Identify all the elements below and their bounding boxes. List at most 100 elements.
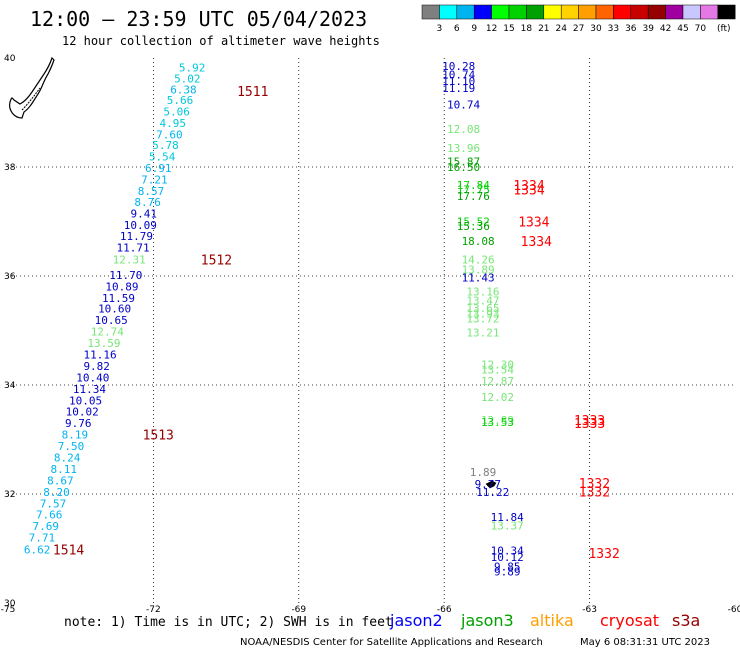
- x-tick-label: -69: [291, 605, 306, 615]
- wave-height-label: 5.54: [149, 151, 176, 164]
- satellite-legend: jason2 jason3 altika cryosat s3a: [389, 611, 700, 630]
- wave-height-label: 12.89: [481, 414, 514, 427]
- wave-height-label: 13.16: [466, 285, 499, 298]
- colorbar-label: 27: [573, 24, 584, 34]
- wave-height-label: 13.93: [466, 308, 499, 321]
- wave-height-label: 18.08: [462, 235, 495, 248]
- wave-height-label: 4.95: [160, 117, 187, 130]
- wave-height-label: 13.37: [491, 520, 524, 533]
- pass-number-label: 1334: [518, 216, 549, 231]
- legend-entry-cryosat: cryosat: [600, 611, 659, 630]
- wave-height-label: 15.87: [447, 156, 480, 169]
- colorbar-swatch: [456, 4, 475, 20]
- wave-height-label: 11.79: [120, 230, 153, 243]
- wave-height-label: 8.11: [50, 463, 77, 476]
- wave-height-label: 9.89: [494, 565, 521, 578]
- y-tick-label: 36: [4, 272, 16, 282]
- wave-height-label: 10.74: [447, 98, 480, 111]
- wave-height-label: 10.60: [98, 303, 131, 316]
- wave-height-label: 13.53: [481, 416, 514, 429]
- wave-height-label: 6.62: [24, 544, 51, 557]
- pass-number-label: 1511: [237, 85, 268, 100]
- colorbar-swatch: [491, 4, 510, 20]
- wave-height-label: 13.96: [447, 142, 480, 155]
- axis-tick-labels: -75 -72 -69 -66 -63 -60 30 32 34 36 38 40: [1, 54, 740, 615]
- colorbar-swatch: [682, 4, 701, 20]
- footer-timestamp: May 6 08:31:31 UTC 2023: [580, 637, 710, 648]
- wave-height-label: 10.34: [491, 545, 524, 558]
- pass-number-label: 1334: [513, 179, 544, 194]
- wave-height-label: 8.76: [134, 196, 161, 209]
- wave-height-label: 8.24: [54, 451, 81, 464]
- legend-entry-altika: altika: [530, 611, 574, 630]
- colorbar: 3 6 9 12 15 18 21 24 27 30 33 36 39 42 45 70: [421, 4, 736, 34]
- wave-height-label: 6.38: [170, 84, 197, 97]
- wave-height-label: 17.76: [457, 190, 490, 203]
- wave-height-label: 11.19: [442, 82, 475, 95]
- pass-number-label: 1334: [513, 183, 544, 198]
- wave-height-label: 9.76: [65, 417, 92, 430]
- pass-number-label: 1513: [143, 429, 174, 444]
- colorbar-label: 39: [642, 24, 654, 34]
- pass-number-label: 1514: [53, 544, 84, 559]
- y-tick-label: 34: [4, 381, 16, 391]
- wave-height-label: 5.02: [174, 73, 201, 86]
- legend-entry-jason2: jason2: [389, 611, 443, 630]
- colorbar-label: 33: [608, 24, 619, 34]
- chart-subtitle: 12 hour collection of altimeter wave hei…: [62, 34, 380, 48]
- wave-height-label: 12.31: [113, 254, 146, 267]
- colorbar-swatch: [665, 4, 684, 20]
- wave-height-label: 1.89: [470, 466, 497, 479]
- wave-height-label: 9.82: [83, 360, 110, 373]
- pass-number-label: 1333: [574, 417, 605, 432]
- colorbar-label: 21: [538, 24, 549, 34]
- wave-height-label: 15.52: [457, 216, 490, 229]
- wave-height-label: 7.50: [58, 440, 85, 453]
- colorbar-swatch: [595, 4, 614, 20]
- colorbar-swatch: [560, 4, 579, 20]
- wave-height-label: 10.28: [442, 60, 475, 73]
- wave-height-label: 5.66: [167, 94, 194, 107]
- colorbar-swatch: [613, 4, 632, 20]
- legend-entry-jason3: jason3: [460, 611, 514, 630]
- wave-height-label: 7.60: [156, 128, 183, 141]
- x-tick-label: -72: [146, 605, 161, 615]
- wave-height-label: 12.87: [481, 375, 514, 388]
- wave-height-label: 10.74: [442, 68, 475, 81]
- pass-number-label: 1332: [579, 477, 610, 492]
- colorbar-label: 6: [454, 24, 460, 34]
- colorbar-label: 24: [555, 24, 567, 34]
- wave-height-label: 10.40: [76, 371, 109, 384]
- colorbar-label: 18: [521, 24, 533, 34]
- colorbar-label: 3: [437, 24, 443, 34]
- colorbar-label: 42: [660, 24, 671, 34]
- colorbar-label: 45: [677, 24, 688, 34]
- colorbar-swatch: [717, 4, 736, 20]
- wave-height-label: 13.65: [466, 302, 499, 315]
- pass-number-labels: 1511151215131514133413341334133413331333…: [53, 85, 620, 562]
- footer-credit: NOAA/NESDIS Center for Satellite Applica…: [240, 637, 543, 648]
- wave-height-label: 5.92: [179, 61, 206, 74]
- wave-height-label: 13.59: [87, 337, 120, 350]
- wave-height-label: 17.75: [457, 183, 490, 196]
- wave-height-label: 7.21: [141, 174, 168, 187]
- wave-height-label: 10.12: [491, 551, 524, 564]
- wave-height-label: 11.43: [462, 272, 495, 285]
- x-tick-label: -60: [728, 605, 740, 615]
- colorbar-swatch: [700, 4, 719, 20]
- y-tick-label: 38: [4, 163, 16, 173]
- wave-height-label: 10.02: [66, 406, 99, 419]
- wave-height-label: 8.67: [47, 474, 74, 487]
- wave-height-label: 7.57: [40, 497, 67, 510]
- wave-height-label: 11.22: [476, 486, 509, 499]
- footer-note: note: 1) Time is in UTC; 2) SWH is in fe…: [64, 615, 393, 630]
- wave-height-label: 13.54: [481, 364, 514, 377]
- wave-height-label: 10.05: [69, 394, 102, 407]
- colorbar-label: 9: [471, 24, 477, 34]
- wave-height-label: 11.71: [116, 242, 149, 255]
- x-tick-label: -66: [437, 605, 452, 615]
- y-tick-label: 30: [4, 599, 16, 609]
- coastline-map: [9, 56, 55, 119]
- wave-height-label: 11.59: [102, 292, 135, 305]
